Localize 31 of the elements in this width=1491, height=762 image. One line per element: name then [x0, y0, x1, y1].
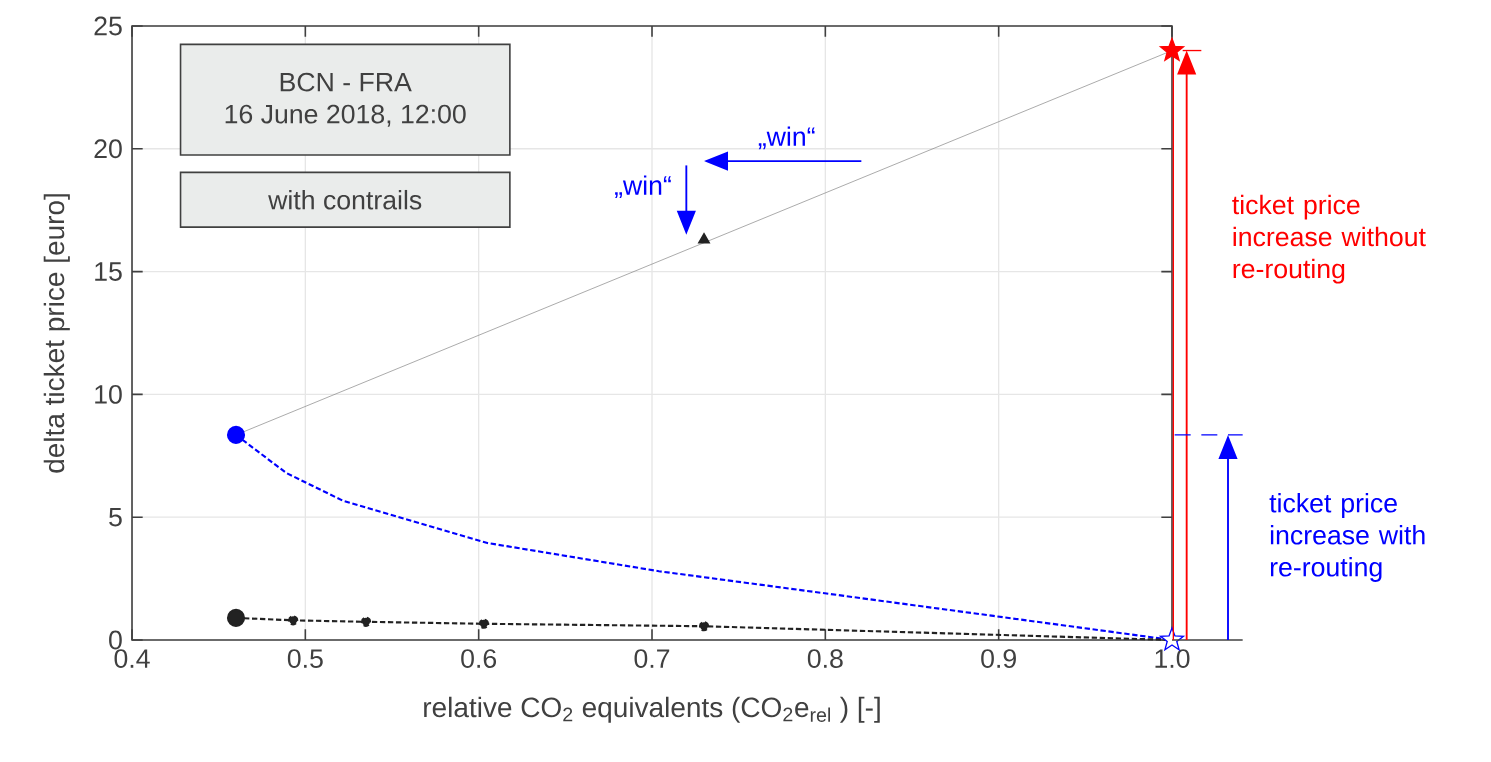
y-tick-label: 0 [109, 630, 122, 650]
x-tick-label: 1.0 [1155, 649, 1190, 669]
x-tick-label: 0.8 [807, 649, 843, 669]
text: ticket price increase without re-routing [1232, 194, 1426, 284]
point [226, 608, 246, 627]
x-tick-label: 0.6 [461, 649, 497, 669]
y-tick-label: 25 [94, 16, 122, 36]
x-tick-label: 0.9 [981, 649, 1016, 669]
point [698, 233, 710, 244]
point [226, 425, 246, 444]
x-axis-title: relative CO$_{2}$ equivalents (CO$_{2}$e$_{rel}$ ) [-] [424, 696, 880, 723]
y-tick-label: 10 [95, 384, 122, 404]
y-tick-label: 5 [109, 507, 122, 527]
annotation: „win“ [758, 126, 815, 150]
point [288, 615, 299, 626]
y-tick-label: 20 [94, 139, 122, 159]
point [360, 616, 372, 627]
x-tick-label: 0.4 [114, 649, 150, 669]
point [478, 618, 489, 629]
point [698, 621, 710, 632]
y-tick-label: 15 [95, 262, 122, 281]
x-tick-label: 0.7 [634, 649, 670, 669]
x-tick-label: 0.5 [287, 649, 323, 669]
y-axis-title: delta ticket price [euro] [43, 194, 70, 473]
annotation: with contrails [268, 189, 422, 210]
text: ticket price increase with re-routing [1269, 493, 1425, 582]
annotation: „win“ [615, 175, 671, 199]
point [1159, 627, 1185, 651]
text: BCN - FRA [280, 72, 412, 92]
point [1159, 37, 1185, 61]
text: 16 June 2018, 12:00 [225, 104, 466, 127]
